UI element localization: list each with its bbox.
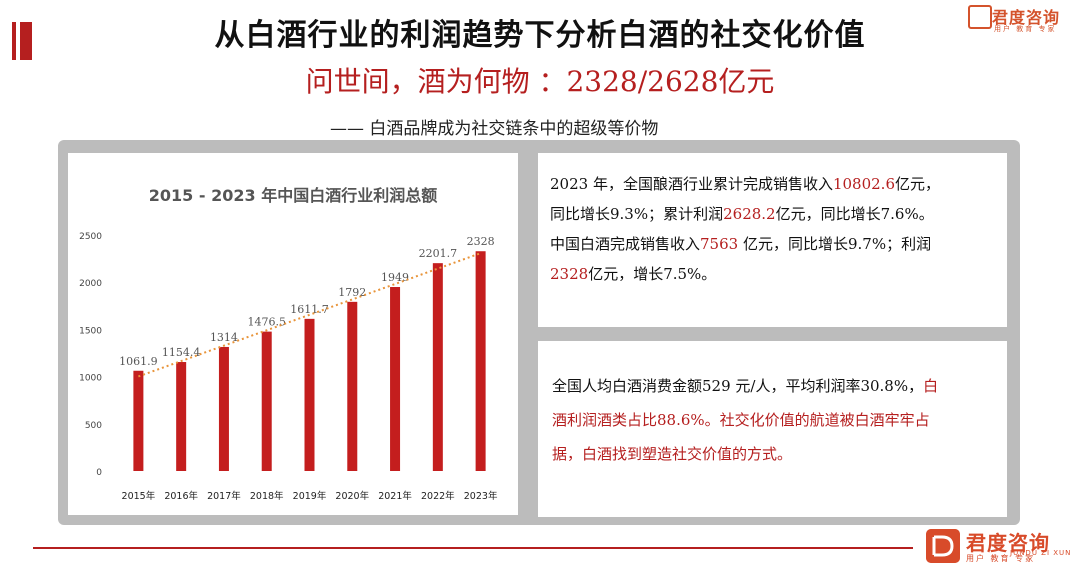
profit-bar-chart: 2015 - 2023 年中国白酒行业利润总额 0 500 1000 1500 2000… <box>79 186 498 502</box>
bar-2015年 <box>133 370 144 471</box>
x-tick-label: 2016年 <box>164 490 198 502</box>
decorative-bars <box>12 22 32 60</box>
brand-logo-top: 君度咨询 用户 教育 专家 <box>968 2 1072 40</box>
chart-card: 2015 - 2023 年中国白酒行业利润总额 0 500 1000 1500 2000… <box>68 153 518 515</box>
y-tick-label: 2000 <box>79 279 102 289</box>
stats-card-consumption: 全国人均白酒消费金额529 元/人，平均利润率30.8%，白 酒利润酒类占比88… <box>538 341 1007 517</box>
consumption-line-3: 据，白酒找到塑造社交价值的方式。 <box>552 445 793 463</box>
x-tick-label: 2019年 <box>293 490 327 502</box>
page-title: 从白酒行业的利润趋势下分析白酒的社交化价值 <box>214 18 866 53</box>
consumption-line-1: 全国人均白酒消费金额529 元/人，平均利润率30.8%，白 <box>552 377 939 395</box>
brand-mark-icon <box>968 5 992 29</box>
y-tick-label: 500 <box>85 421 102 431</box>
x-tick-label: 2023年 <box>464 490 498 502</box>
bar-value-label: 1476.5 <box>247 316 286 329</box>
y-tick-label: 0 <box>96 468 102 478</box>
bar-value-label: 1154.4 <box>162 346 201 359</box>
bar-value-label: 1314 <box>210 331 238 344</box>
y-tick-label: 1500 <box>79 326 102 336</box>
brand-logo-bottom: 君度咨询 用户 教育 专家 JUNDU ZI XUN <box>926 527 1076 575</box>
footer-divider <box>33 547 913 549</box>
x-tick-label: 2020年 <box>335 490 369 502</box>
bar-2022年 <box>432 263 443 471</box>
bar-value-label: 1792 <box>338 286 366 299</box>
brand-logo-en: JUNDU ZI XUN <box>1010 549 1072 557</box>
x-tick-label: 2015年 <box>122 490 156 502</box>
x-tick-label: 2021年 <box>378 490 412 502</box>
stats-line-4: 2328亿元，增长7.5%。 <box>550 265 717 283</box>
y-tick-label: 1000 <box>79 374 102 384</box>
brand-logo-slogan: 用户 教育 专家 <box>966 554 1036 563</box>
chart-title: 2015 - 2023 年中国白酒行业利润总额 <box>149 186 437 205</box>
x-tick-label: 2017年 <box>207 490 241 502</box>
y-tick-label: 2500 <box>79 232 102 242</box>
brand-logo-text: 君度咨询 <box>992 8 1061 27</box>
page-subtitle: 问世间，酒为何物 ：2328/2628亿元 <box>305 65 775 98</box>
bar-value-label: 1061.9 <box>119 355 158 368</box>
bar-value-label: 2201.7 <box>419 247 458 260</box>
x-tick-label: 2022年 <box>421 490 455 502</box>
consumption-line-2: 酒利润酒类占比88.6%。社交化价值的航道被白酒牢牢占 <box>552 411 930 429</box>
brand-logo-text: 君度咨询 <box>966 531 1050 555</box>
stats-line-3: 中国白酒完成销售收入7563 亿元，同比增长9.7%；利润 <box>550 235 932 253</box>
bar-2017年 <box>218 346 229 471</box>
stats-line-2: 同比增长9.3%；累计利润2628.2亿元，同比增长7.6%。 <box>550 205 934 223</box>
x-tick-label: 2018年 <box>250 490 284 502</box>
brand-mark-icon <box>926 529 960 563</box>
tagline: —— 白酒品牌成为社交链条中的超级等价物 <box>330 119 659 139</box>
bar-2016年 <box>176 362 187 471</box>
bar-value-label: 2328 <box>467 235 495 248</box>
bar-2023年 <box>475 251 486 471</box>
bar-value-label: 1611.7 <box>290 303 329 316</box>
bar-2020年 <box>347 301 358 471</box>
trend-line <box>138 252 481 378</box>
brand-logo-slogan: 用户 教育 专家 <box>994 25 1057 33</box>
bar-2021年 <box>390 287 401 471</box>
bar-value-label: 1949 <box>381 271 409 284</box>
stats-card-industry: 2023 年，全国酿酒行业累计完成销售收入10802.6亿元， 同比增长9.3%… <box>538 153 1007 327</box>
bar-2018年 <box>261 331 272 471</box>
bar-2019年 <box>304 318 315 471</box>
stats-line-1: 2023 年，全国酿酒行业累计完成销售收入10802.6亿元， <box>550 175 940 193</box>
